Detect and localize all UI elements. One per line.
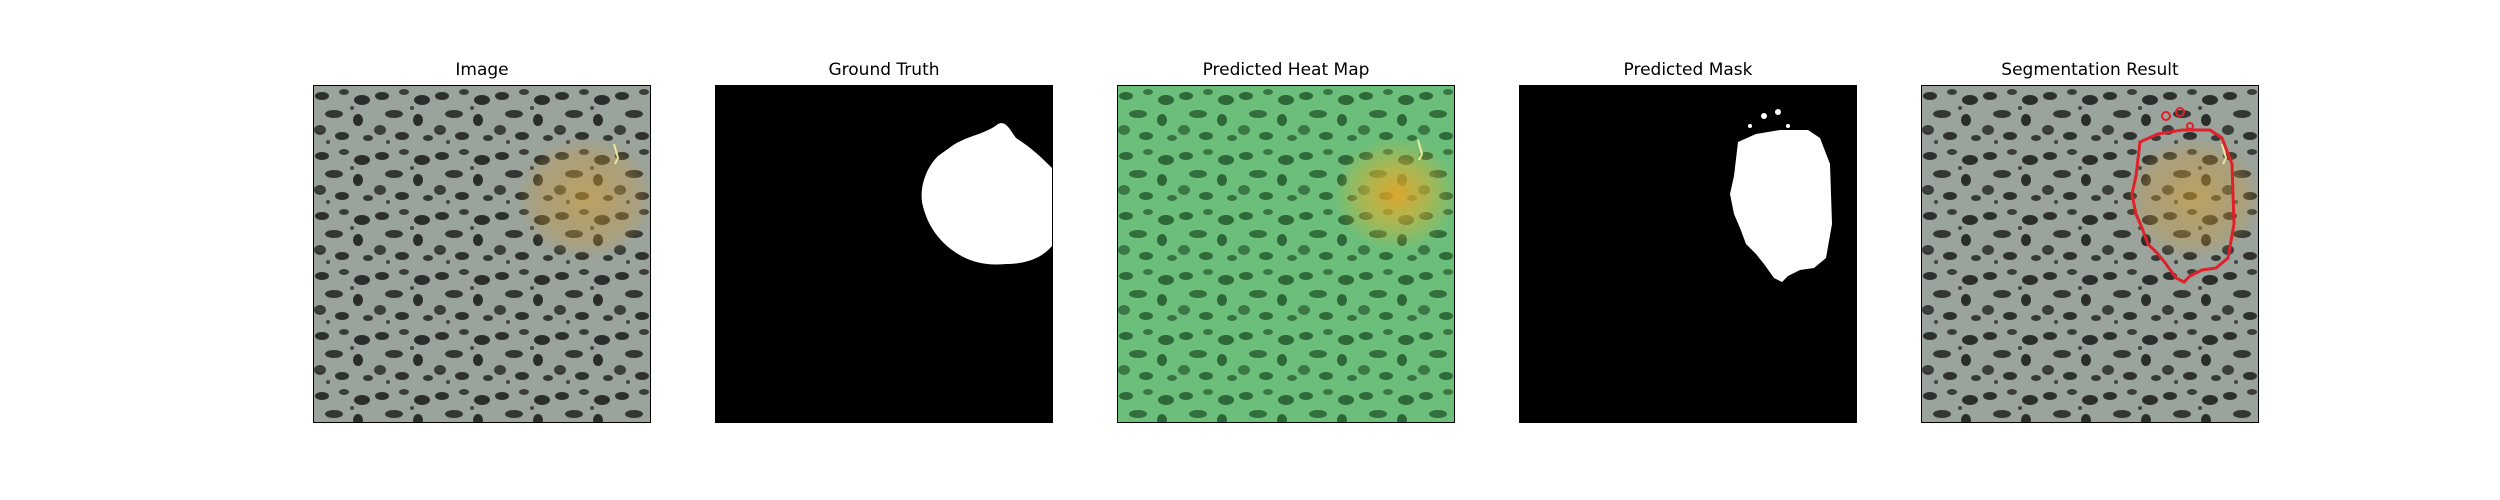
panel-ground-truth: Ground Truth <box>715 0 1053 500</box>
segmentation-frame <box>1921 85 2259 423</box>
predicted-mask <box>1520 86 1856 422</box>
panel-title: Image <box>455 60 509 80</box>
panel-predicted-mask: Predicted Mask <box>1519 0 1857 500</box>
image-frame <box>313 85 651 423</box>
ground-truth-mask <box>716 86 1052 422</box>
panel-segmentation-result: Segmentation Result <box>1921 0 2259 500</box>
panel-title: Segmentation Result <box>2001 60 2179 80</box>
segmentation-overlay <box>1922 86 2258 422</box>
hotspot <box>1334 138 1454 250</box>
defect-region <box>516 136 650 260</box>
predicted-mask-frame <box>1519 85 1857 423</box>
panel-image: Image <box>313 0 651 500</box>
ground-truth-frame <box>715 85 1053 423</box>
mask-region <box>921 123 1052 265</box>
panel-heat-map: Predicted Heat Map <box>1117 0 1455 500</box>
heat-map <box>1118 86 1454 422</box>
input-image <box>314 86 650 422</box>
panel-title: Predicted Heat Map <box>1202 60 1370 80</box>
panel-title: Ground Truth <box>828 60 940 80</box>
mask-region <box>1730 130 1832 282</box>
heat-map-frame <box>1117 85 1455 423</box>
panel-title: Predicted Mask <box>1623 60 1753 80</box>
segmentation-contour <box>2130 128 2236 284</box>
